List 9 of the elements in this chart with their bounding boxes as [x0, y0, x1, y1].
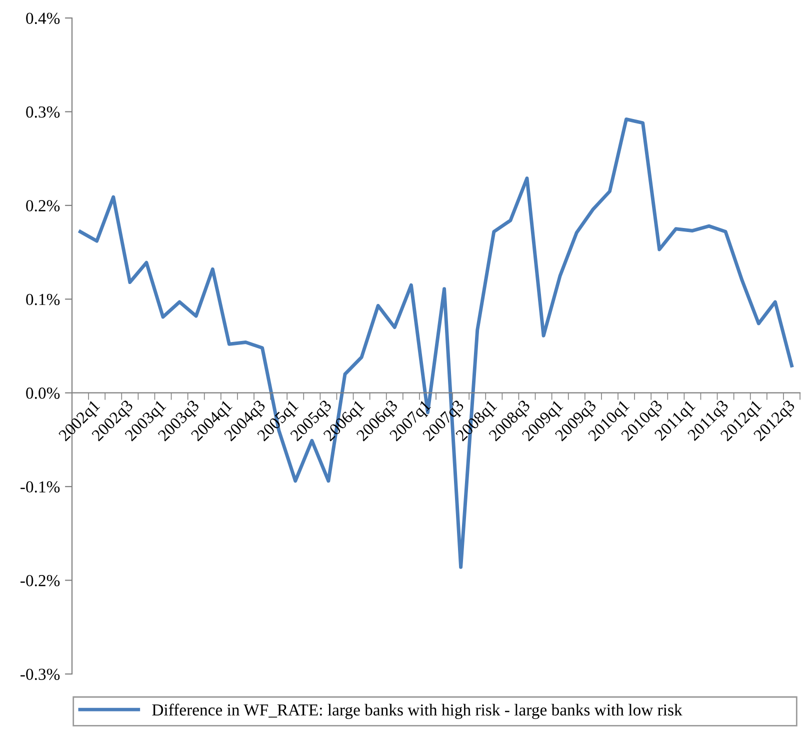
legend-label: Difference in WF_RATE: large banks with high risk - large banks with low risk: [152, 704, 682, 719]
y-tick-label: 0.3%: [26, 106, 60, 118]
y-tick-label: -0.3%: [20, 668, 60, 680]
y-tick-label: 0.0%: [26, 388, 60, 399]
y-tick-label: -0.1%: [20, 481, 60, 493]
y-tick-label: 0.1%: [26, 294, 60, 306]
y-tick-label: 0.2%: [26, 200, 60, 212]
y-tick-label: 0.4%: [26, 12, 60, 24]
y-tick-label: -0.2%: [20, 574, 60, 586]
